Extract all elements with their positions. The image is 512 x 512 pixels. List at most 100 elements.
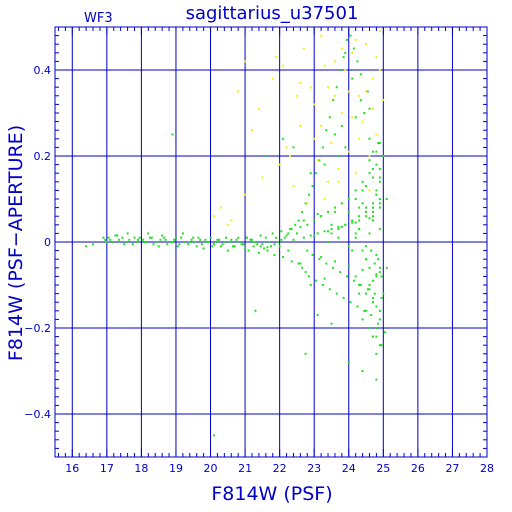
green-data-point — [270, 245, 272, 248]
green-data-point — [228, 241, 231, 243]
green-data-point — [380, 275, 383, 278]
green-data-point — [368, 137, 371, 140]
yellow-data-point — [299, 81, 302, 84]
green-data-point — [102, 236, 105, 239]
green-data-point — [213, 243, 215, 246]
green-data-point — [280, 238, 283, 241]
x-tick-label: 18 — [134, 462, 148, 475]
green-data-point — [128, 238, 131, 241]
green-data-point — [344, 51, 347, 54]
yellow-data-point — [257, 107, 260, 110]
green-data-point — [363, 112, 366, 114]
green-data-point — [314, 279, 317, 282]
yellow-data-point — [285, 146, 288, 149]
green-data-point — [372, 215, 374, 218]
green-data-point — [375, 273, 378, 276]
green-data-point — [375, 352, 378, 355]
green-data-point — [266, 246, 269, 249]
green-data-point — [289, 228, 291, 231]
green-data-point — [356, 305, 359, 308]
green-data-point — [351, 221, 354, 224]
green-data-point — [354, 198, 357, 200]
green-data-point — [358, 284, 361, 286]
green-data-point — [366, 288, 369, 291]
green-data-point — [206, 241, 209, 243]
green-data-point — [359, 99, 362, 102]
green-data-point — [294, 223, 297, 226]
green-data-point — [365, 215, 367, 218]
grid-lines — [55, 27, 487, 457]
yellow-data-point — [358, 137, 361, 140]
green-data-point — [372, 296, 374, 299]
yellow-data-point — [237, 90, 240, 93]
y-tick-label: 0.4 — [34, 64, 52, 77]
green-data-point — [285, 234, 288, 237]
green-data-point — [304, 202, 307, 205]
green-data-point — [339, 69, 342, 71]
green-data-point — [245, 236, 248, 239]
green-data-point — [318, 159, 321, 162]
green-data-point — [199, 238, 202, 241]
yellow-data-point — [340, 47, 343, 50]
green-data-point — [271, 232, 274, 235]
green-data-point — [366, 90, 369, 93]
yellow-data-point — [230, 219, 233, 222]
green-data-point — [368, 159, 371, 162]
green-data-point — [359, 284, 362, 286]
green-data-point — [384, 331, 386, 334]
green-data-point — [372, 206, 374, 209]
green-data-point — [121, 236, 124, 239]
green-data-point — [143, 241, 146, 243]
green-data-point — [361, 180, 364, 183]
x-tick-label: 26 — [411, 462, 425, 475]
green-data-point — [328, 288, 331, 291]
green-data-point — [159, 238, 162, 241]
x-tick-label: 21 — [238, 462, 252, 475]
yellow-data-point — [340, 112, 343, 114]
yellow-data-point — [333, 60, 336, 63]
green-data-point — [337, 155, 340, 157]
green-data-point — [358, 206, 361, 209]
green-data-point — [335, 86, 338, 89]
green-data-point — [311, 185, 314, 188]
green-data-point — [349, 34, 352, 37]
green-data-point — [169, 241, 172, 243]
green-data-point — [323, 230, 326, 233]
green-data-point — [375, 335, 378, 338]
green-data-point — [337, 228, 340, 231]
green-data-point — [259, 234, 262, 237]
green-data-point — [359, 73, 362, 76]
green-data-point — [333, 133, 336, 136]
green-data-point — [321, 284, 324, 286]
yellow-data-point — [333, 94, 336, 97]
green-data-point — [166, 243, 169, 246]
green-data-point — [116, 234, 119, 237]
yellow-data-point — [244, 193, 247, 196]
green-data-point — [361, 202, 364, 205]
green-data-point — [197, 236, 200, 239]
green-data-point — [352, 47, 355, 50]
y-axis-label: F814W (PSF−APERTURE) — [5, 125, 27, 361]
x-tick-label: 17 — [100, 462, 114, 475]
green-data-point — [306, 223, 309, 226]
green-data-point — [254, 309, 257, 312]
green-data-point — [365, 185, 367, 188]
green-data-point — [330, 232, 333, 235]
green-data-point — [373, 262, 376, 265]
green-data-point — [378, 271, 381, 274]
green-data-point — [195, 245, 198, 248]
green-data-point — [335, 292, 338, 295]
green-data-point — [365, 210, 367, 213]
yellow-data-point — [344, 69, 347, 71]
green-data-point — [340, 124, 343, 127]
green-data-point — [327, 230, 329, 233]
green-data-point — [327, 210, 329, 213]
green-data-point — [332, 99, 335, 102]
yellow-data-point — [347, 150, 350, 153]
y-tick-label: 0.2 — [34, 150, 52, 163]
green-data-point — [378, 142, 381, 145]
chart-title: sagittarius_u37501 — [186, 3, 359, 24]
yellow-data-point — [306, 202, 309, 205]
green-data-point — [354, 116, 357, 119]
green-data-point — [375, 253, 378, 256]
